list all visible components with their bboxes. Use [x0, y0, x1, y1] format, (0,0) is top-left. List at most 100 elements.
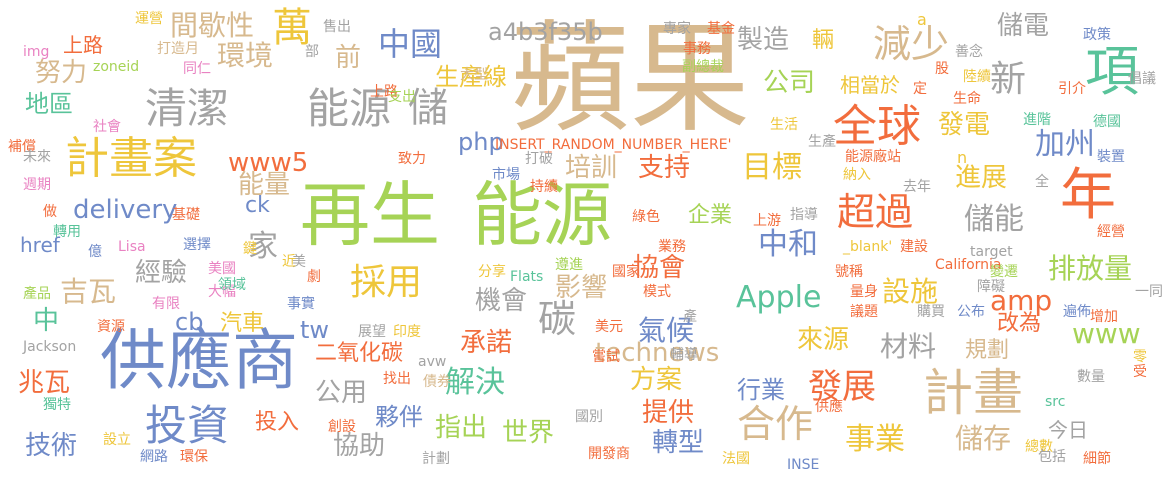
cloud-word: 全	[1035, 174, 1049, 190]
cloud-word: 事業	[845, 422, 905, 457]
cloud-word: 改為	[997, 311, 1042, 336]
cloud-word: 股	[935, 61, 949, 77]
cloud-word: 兆瓦	[18, 368, 71, 398]
cloud-word: 來源	[797, 325, 850, 355]
cloud-word: 二氧化碳	[315, 341, 404, 366]
cloud-word: 展望	[358, 324, 386, 340]
cloud-word: 投入	[255, 410, 300, 435]
cloud-word: 週期	[23, 177, 51, 193]
cloud-word: 環保	[180, 449, 208, 465]
cloud-word: 美	[292, 254, 306, 270]
cloud-word: 支持	[638, 153, 691, 183]
cloud-word: 前	[335, 43, 362, 73]
cloud-word: 今日	[1048, 418, 1088, 442]
cloud-word: 方案	[630, 365, 683, 395]
cloud-word: php	[458, 128, 504, 156]
cloud-word: 轉用	[53, 224, 81, 240]
cloud-word: 設立	[103, 432, 131, 448]
cloud-word: 增加	[1090, 309, 1118, 325]
cloud-word: 打破	[525, 151, 553, 167]
cloud-word: 近	[282, 254, 296, 270]
cloud-word: 供應商	[100, 322, 298, 399]
cloud-word: 萬	[272, 5, 312, 51]
cloud-word: target	[970, 244, 1013, 260]
cloud-word: 做	[43, 204, 57, 220]
cloud-word: 努力	[35, 58, 88, 88]
cloud-word: 氣候	[638, 314, 695, 347]
cloud-word: 提供	[642, 398, 695, 428]
cloud-word: 生產	[808, 134, 836, 150]
cloud-word: Jackson	[23, 339, 77, 355]
cloud-word: 法國	[722, 451, 750, 467]
cloud-word: 開發商	[588, 446, 630, 462]
cloud-word: 輔導	[670, 347, 698, 363]
cloud-word: 新	[990, 59, 1027, 100]
cloud-word: 上游	[753, 213, 781, 229]
cloud-word: Apple	[736, 280, 822, 315]
cloud-word: 基礎	[172, 207, 200, 223]
cloud-word: n	[957, 148, 968, 167]
cloud-word: zoneid	[93, 59, 140, 75]
cloud-word: 致力	[398, 151, 426, 167]
cloud-word: 公司	[763, 68, 816, 98]
cloud-word: www	[1072, 317, 1141, 350]
cloud-word: 地區	[25, 90, 73, 118]
cloud-word: src	[1045, 394, 1066, 410]
cloud-word: 遵進	[555, 257, 583, 273]
cloud-word: INSE	[787, 457, 820, 473]
cloud-word: 補償	[8, 139, 36, 155]
cloud-word: California	[935, 257, 1002, 273]
cloud-word: 公用	[315, 378, 368, 408]
cloud-word: 中	[33, 306, 60, 336]
cloud-word: 能源廠站	[845, 149, 901, 165]
cloud-word: 經驗	[135, 258, 188, 288]
cloud-word: a4b3f35b	[488, 18, 603, 46]
cloud-word: 項	[1085, 40, 1139, 103]
cloud-word: 生產線	[435, 63, 507, 91]
cloud-word: 選擇	[183, 237, 211, 253]
cloud-word: 未來	[23, 149, 51, 165]
cloud-word: 綠色	[632, 209, 660, 225]
cloud-word: 進階	[1023, 112, 1051, 128]
cloud-word: 儲	[408, 85, 448, 131]
cloud-word: ck	[245, 193, 270, 218]
cloud-word: 供應	[815, 399, 843, 415]
cloud-word: 吉瓦	[60, 275, 117, 308]
cloud-word: 模式	[643, 284, 671, 300]
cloud-word: a	[917, 10, 927, 29]
cloud-word: 售出	[323, 19, 351, 35]
cloud-word: 持續	[530, 179, 558, 195]
cloud-word: 包括	[1038, 449, 1066, 465]
cloud-word: 支出	[388, 89, 416, 105]
cloud-word: 機會	[475, 286, 528, 316]
cloud-word: 找出	[383, 371, 411, 387]
cloud-word: 材料	[880, 330, 937, 363]
cloud-word: 受	[1133, 364, 1147, 380]
cloud-word: href	[20, 233, 60, 257]
cloud-word: 印度	[393, 324, 421, 340]
cloud-word: 劇	[307, 269, 321, 285]
cloud-word: 數量	[1077, 369, 1105, 385]
cloud-word: 協助	[333, 431, 386, 461]
cloud-word: 大型	[460, 67, 488, 83]
cloud-word: 一同	[1135, 284, 1163, 300]
cloud-word: 分享	[478, 264, 506, 280]
cloud-word: 製造	[737, 25, 790, 55]
cloud-word: 解決	[445, 365, 505, 400]
cloud-word: 上路	[63, 33, 103, 57]
cloud-word: 目標	[742, 150, 802, 185]
cloud-word: 產品	[23, 286, 51, 302]
cloud-word: 發展	[808, 367, 876, 407]
cloud-word: 培訓	[565, 153, 618, 183]
cloud-word: 創設	[328, 419, 356, 435]
cloud-word: amp	[990, 284, 1053, 317]
cloud-word: 定	[913, 81, 927, 97]
cloud-word: 能源	[472, 174, 612, 256]
cloud-word: 影響	[555, 273, 608, 303]
cloud-word: 碳	[538, 297, 577, 341]
cloud-word: cb	[175, 308, 204, 336]
cloud-word: 倡議	[1128, 71, 1156, 87]
cloud-word: 轉型	[652, 428, 705, 458]
cloud-word: 購買	[917, 304, 945, 320]
cloud-word: 能量	[238, 170, 291, 200]
